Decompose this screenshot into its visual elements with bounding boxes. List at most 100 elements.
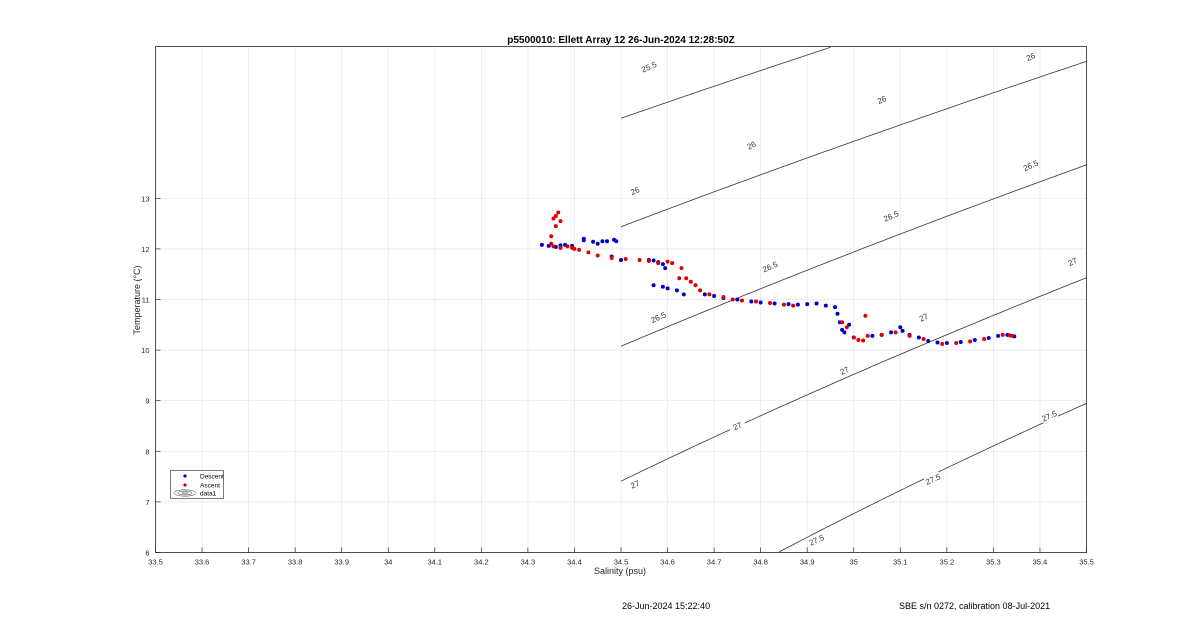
x-tick-label: 34.9	[800, 558, 815, 567]
descent-point	[916, 335, 921, 340]
ascent-point	[670, 261, 675, 266]
descent-point	[900, 328, 905, 333]
ascent-point	[861, 338, 866, 343]
ascent-point	[863, 313, 868, 318]
descent-point	[805, 302, 810, 307]
descent-point	[898, 325, 903, 330]
contour-label: 27.5	[923, 471, 943, 487]
svg-text:27: 27	[839, 365, 851, 377]
contour-line-26-5	[620, 164, 1087, 347]
ascent-point	[549, 234, 554, 239]
descent-point	[833, 305, 838, 310]
ascent-point	[677, 276, 682, 281]
descent-point	[614, 239, 619, 244]
ascent-point	[893, 330, 898, 335]
ascent-point	[921, 337, 926, 341]
x-tick-label: 34.5	[614, 558, 629, 567]
contour-line-25-5	[620, 46, 831, 119]
ascent-point	[656, 261, 661, 266]
ascent-point	[730, 297, 735, 302]
x-tick-label: 34.3	[521, 558, 536, 567]
contour-label: 26	[1021, 48, 1040, 65]
descent-point	[758, 300, 763, 305]
x-tick-label: 34.1	[427, 558, 442, 567]
ascent-point	[553, 224, 558, 229]
svg-text:26.5: 26.5	[761, 260, 779, 275]
svg-text:26: 26	[1025, 51, 1037, 63]
x-tick-label: 34.4	[567, 558, 582, 567]
ascent-point	[740, 298, 744, 303]
svg-text:27: 27	[629, 479, 641, 491]
contour-label: 27	[728, 418, 747, 434]
ascent-point	[665, 259, 670, 264]
x-tick-label: 35.4	[1033, 558, 1048, 567]
series-ascent	[549, 210, 1014, 346]
ascent-point	[558, 219, 563, 224]
svg-text:27: 27	[918, 312, 930, 324]
legend-contour-icon	[173, 489, 197, 497]
ascent-point	[565, 244, 570, 249]
descent-point	[926, 339, 931, 343]
ascent-point	[637, 258, 642, 262]
descent-point	[591, 239, 596, 244]
svg-text:26: 26	[876, 94, 888, 106]
descent-point	[712, 294, 717, 298]
contour-line-26	[620, 61, 1087, 228]
descent-point	[972, 338, 977, 342]
data-points	[539, 210, 1017, 346]
descent-point	[944, 341, 949, 345]
contour-label: 27	[835, 362, 854, 379]
series-descent	[539, 236, 1017, 345]
footer-calibration: SBE s/n 0272, calibration 08-Jul-2021	[899, 601, 1051, 611]
x-tick-label: 34.7	[707, 558, 722, 567]
svg-text:27: 27	[732, 420, 744, 432]
ascent-point	[844, 325, 849, 330]
x-tick-label: 34	[384, 558, 392, 567]
ascent-point	[646, 259, 651, 263]
descent-point	[749, 299, 754, 304]
y-tick-label: 12	[141, 245, 149, 254]
ascent-point	[781, 302, 786, 307]
ascent-point	[968, 339, 973, 344]
descent-point	[795, 302, 800, 307]
svg-text:27.5: 27.5	[808, 533, 826, 548]
descent-point	[539, 242, 544, 247]
descent-point	[786, 302, 791, 307]
ascent-point	[698, 288, 703, 293]
contour-line-27	[620, 277, 1087, 482]
contour-label: 26	[872, 91, 892, 108]
ascent-point	[551, 244, 556, 249]
x-axis-ticks: 33.5 33.6 33.7 33.8 33.9 34 34.1 34.2 34.3 34.4 34…	[148, 547, 1094, 567]
ascent-point	[840, 320, 845, 325]
ascent-point	[558, 245, 563, 250]
ascent-point	[982, 337, 987, 341]
descent-point	[823, 303, 828, 308]
descent-point	[581, 238, 586, 243]
descent-point	[651, 283, 656, 288]
ascent-point	[684, 276, 689, 281]
svg-text:27.5: 27.5	[1041, 409, 1059, 424]
contour-label: 27	[625, 476, 645, 493]
ascent-point	[586, 250, 591, 255]
y-axis-ticks: 6 7 8 9 10 11 12 13	[141, 194, 161, 558]
y-tick-label: 8	[145, 447, 149, 456]
svg-text:27.5: 27.5	[924, 472, 942, 487]
svg-text:26.5: 26.5	[649, 310, 667, 325]
legend-ascent-label: Ascent	[200, 483, 220, 490]
ascent-point	[879, 332, 884, 337]
descent-point	[681, 292, 686, 297]
descent-point	[958, 340, 963, 344]
y-tick-label: 13	[141, 194, 149, 203]
descent-point	[663, 266, 668, 271]
descent-point	[889, 330, 893, 335]
contour-label: 27	[914, 309, 933, 326]
ascent-point	[595, 253, 600, 258]
contour-label: 27.5	[1039, 408, 1059, 424]
y-axis-label: Temperature (°C)	[132, 265, 142, 334]
ascent-point	[768, 301, 772, 305]
descent-point	[870, 333, 875, 338]
y-tick-label: 7	[145, 498, 149, 507]
chart-title: p5500010: Ellett Array 12 26-Jun-2024 12…	[507, 35, 735, 46]
contour-label: 26.5	[1021, 157, 1040, 174]
y-tick-label: 6	[145, 549, 149, 558]
